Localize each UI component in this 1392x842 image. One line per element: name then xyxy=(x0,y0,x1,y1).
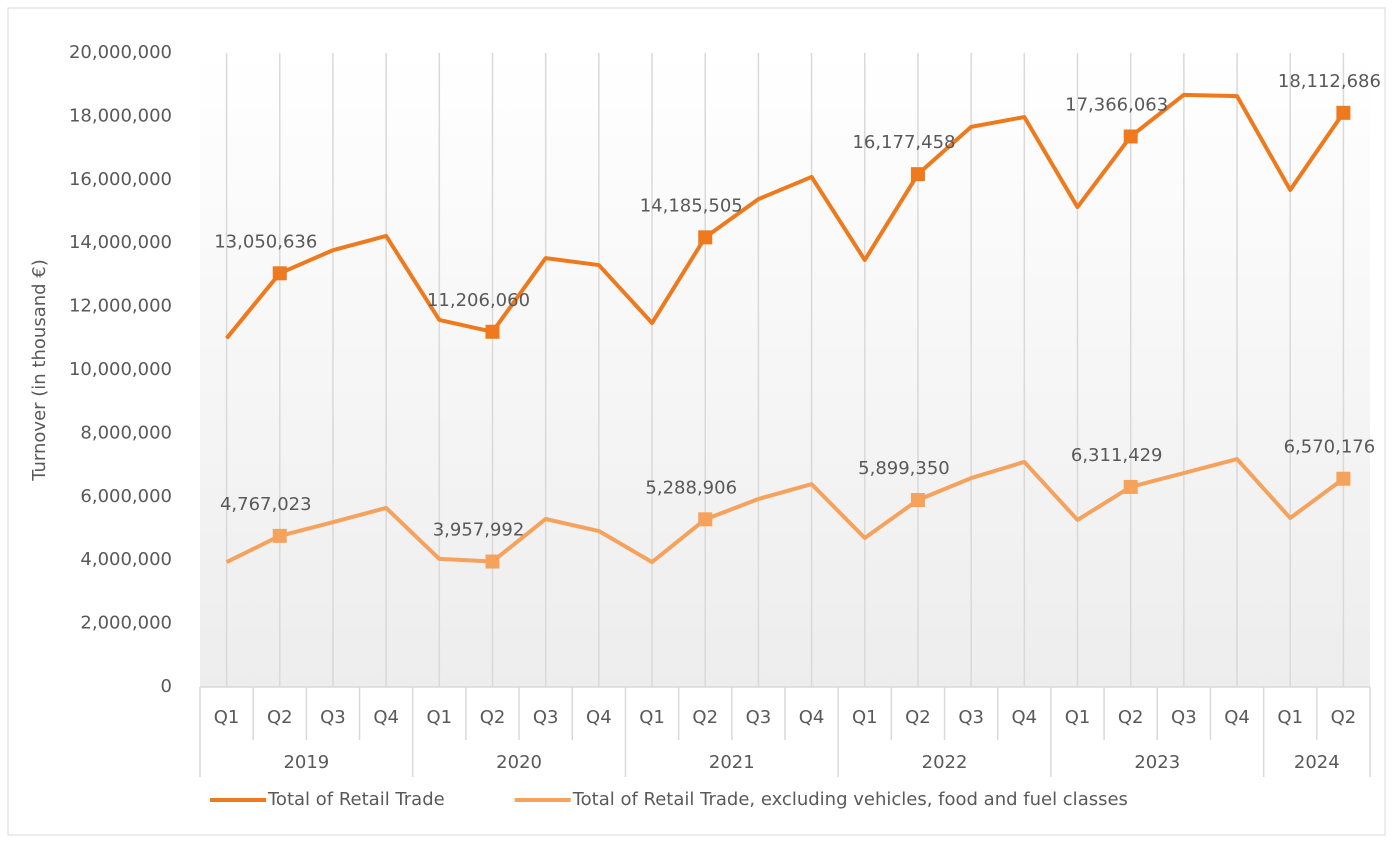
x-tick-label: Q2 xyxy=(692,707,718,728)
y-tick-label: 10,000,000 xyxy=(69,359,172,380)
point-marker xyxy=(1123,479,1138,494)
x-group-label: 2023 xyxy=(1134,752,1180,773)
data-label: 14,185,505 xyxy=(640,195,743,216)
point-marker xyxy=(272,266,287,281)
x-tick-label: Q2 xyxy=(1118,707,1144,728)
x-tick-label: Q2 xyxy=(1331,707,1357,728)
series-line xyxy=(225,457,1345,565)
data-label: 11,206,060 xyxy=(427,290,530,311)
x-tick-label: Q2 xyxy=(905,707,931,728)
point-marker xyxy=(272,528,287,543)
point-marker xyxy=(1336,471,1351,486)
y-axis-label: Turnover (in thousand €) xyxy=(29,259,50,482)
legend-label: Total of Retail Trade, excluding vehicle… xyxy=(572,789,1128,810)
data-label: 13,050,636 xyxy=(214,231,317,252)
x-tick-label: Q2 xyxy=(480,707,506,728)
y-tick-label: 14,000,000 xyxy=(69,232,172,253)
point-marker xyxy=(1123,129,1138,144)
y-tick-label: 20,000,000 xyxy=(69,42,172,63)
data-label: 16,177,458 xyxy=(852,132,955,153)
point-marker xyxy=(910,167,925,182)
data-label: 5,288,906 xyxy=(645,477,737,498)
x-tick-label: Q1 xyxy=(427,707,453,728)
y-tick-label: 8,000,000 xyxy=(80,422,172,443)
y-tick-label: 0 xyxy=(161,676,172,697)
point-marker xyxy=(485,324,500,339)
point-marker xyxy=(1336,105,1351,120)
x-tick-label: Q4 xyxy=(799,707,825,728)
x-tick-label: Q1 xyxy=(639,707,665,728)
x-tick-label: Q3 xyxy=(320,707,346,728)
x-tick-label: Q3 xyxy=(746,707,772,728)
point-marker xyxy=(910,492,925,507)
x-group-label: 2021 xyxy=(709,752,755,773)
data-label: 17,366,063 xyxy=(1065,94,1168,115)
x-group-label: 2024 xyxy=(1294,752,1340,773)
x-group-label: 2022 xyxy=(922,752,968,773)
x-tick-label: Q4 xyxy=(1224,707,1250,728)
x-group-label: 2019 xyxy=(283,752,329,773)
data-label: 6,311,429 xyxy=(1071,445,1163,466)
x-tick-label: Q1 xyxy=(1065,707,1091,728)
y-tick-label: 4,000,000 xyxy=(80,549,172,570)
plot-area xyxy=(200,53,1370,687)
x-tick-label: Q1 xyxy=(852,707,878,728)
y-tick-label: 6,000,000 xyxy=(80,486,172,507)
data-label: 18,112,686 xyxy=(1278,71,1381,92)
x-tick-label: Q1 xyxy=(214,707,240,728)
x-tick-label: Q3 xyxy=(533,707,559,728)
x-tick-label: Q4 xyxy=(586,707,612,728)
series-line xyxy=(225,92,1346,340)
x-tick-label: Q2 xyxy=(267,707,293,728)
y-tick-label: 16,000,000 xyxy=(69,169,172,190)
y-tick-label: 18,000,000 xyxy=(69,105,172,126)
point-marker xyxy=(485,554,500,569)
x-group-label: 2020 xyxy=(496,752,542,773)
point-marker xyxy=(698,230,713,245)
x-tick-label: Q3 xyxy=(958,707,984,728)
y-tick-label: 2,000,000 xyxy=(80,613,172,634)
x-tick-label: Q1 xyxy=(1277,707,1303,728)
y-tick-label: 12,000,000 xyxy=(69,296,172,317)
data-label: 3,957,992 xyxy=(433,520,525,541)
x-tick-label: Q4 xyxy=(373,707,399,728)
point-marker xyxy=(698,512,713,527)
data-label: 4,767,023 xyxy=(220,494,312,515)
data-label: 6,570,176 xyxy=(1284,437,1376,458)
legend-label: Total of Retail Trade xyxy=(267,789,445,810)
x-tick-label: Q4 xyxy=(1012,707,1038,728)
x-tick-label: Q3 xyxy=(1171,707,1197,728)
data-label: 5,899,350 xyxy=(858,458,950,479)
